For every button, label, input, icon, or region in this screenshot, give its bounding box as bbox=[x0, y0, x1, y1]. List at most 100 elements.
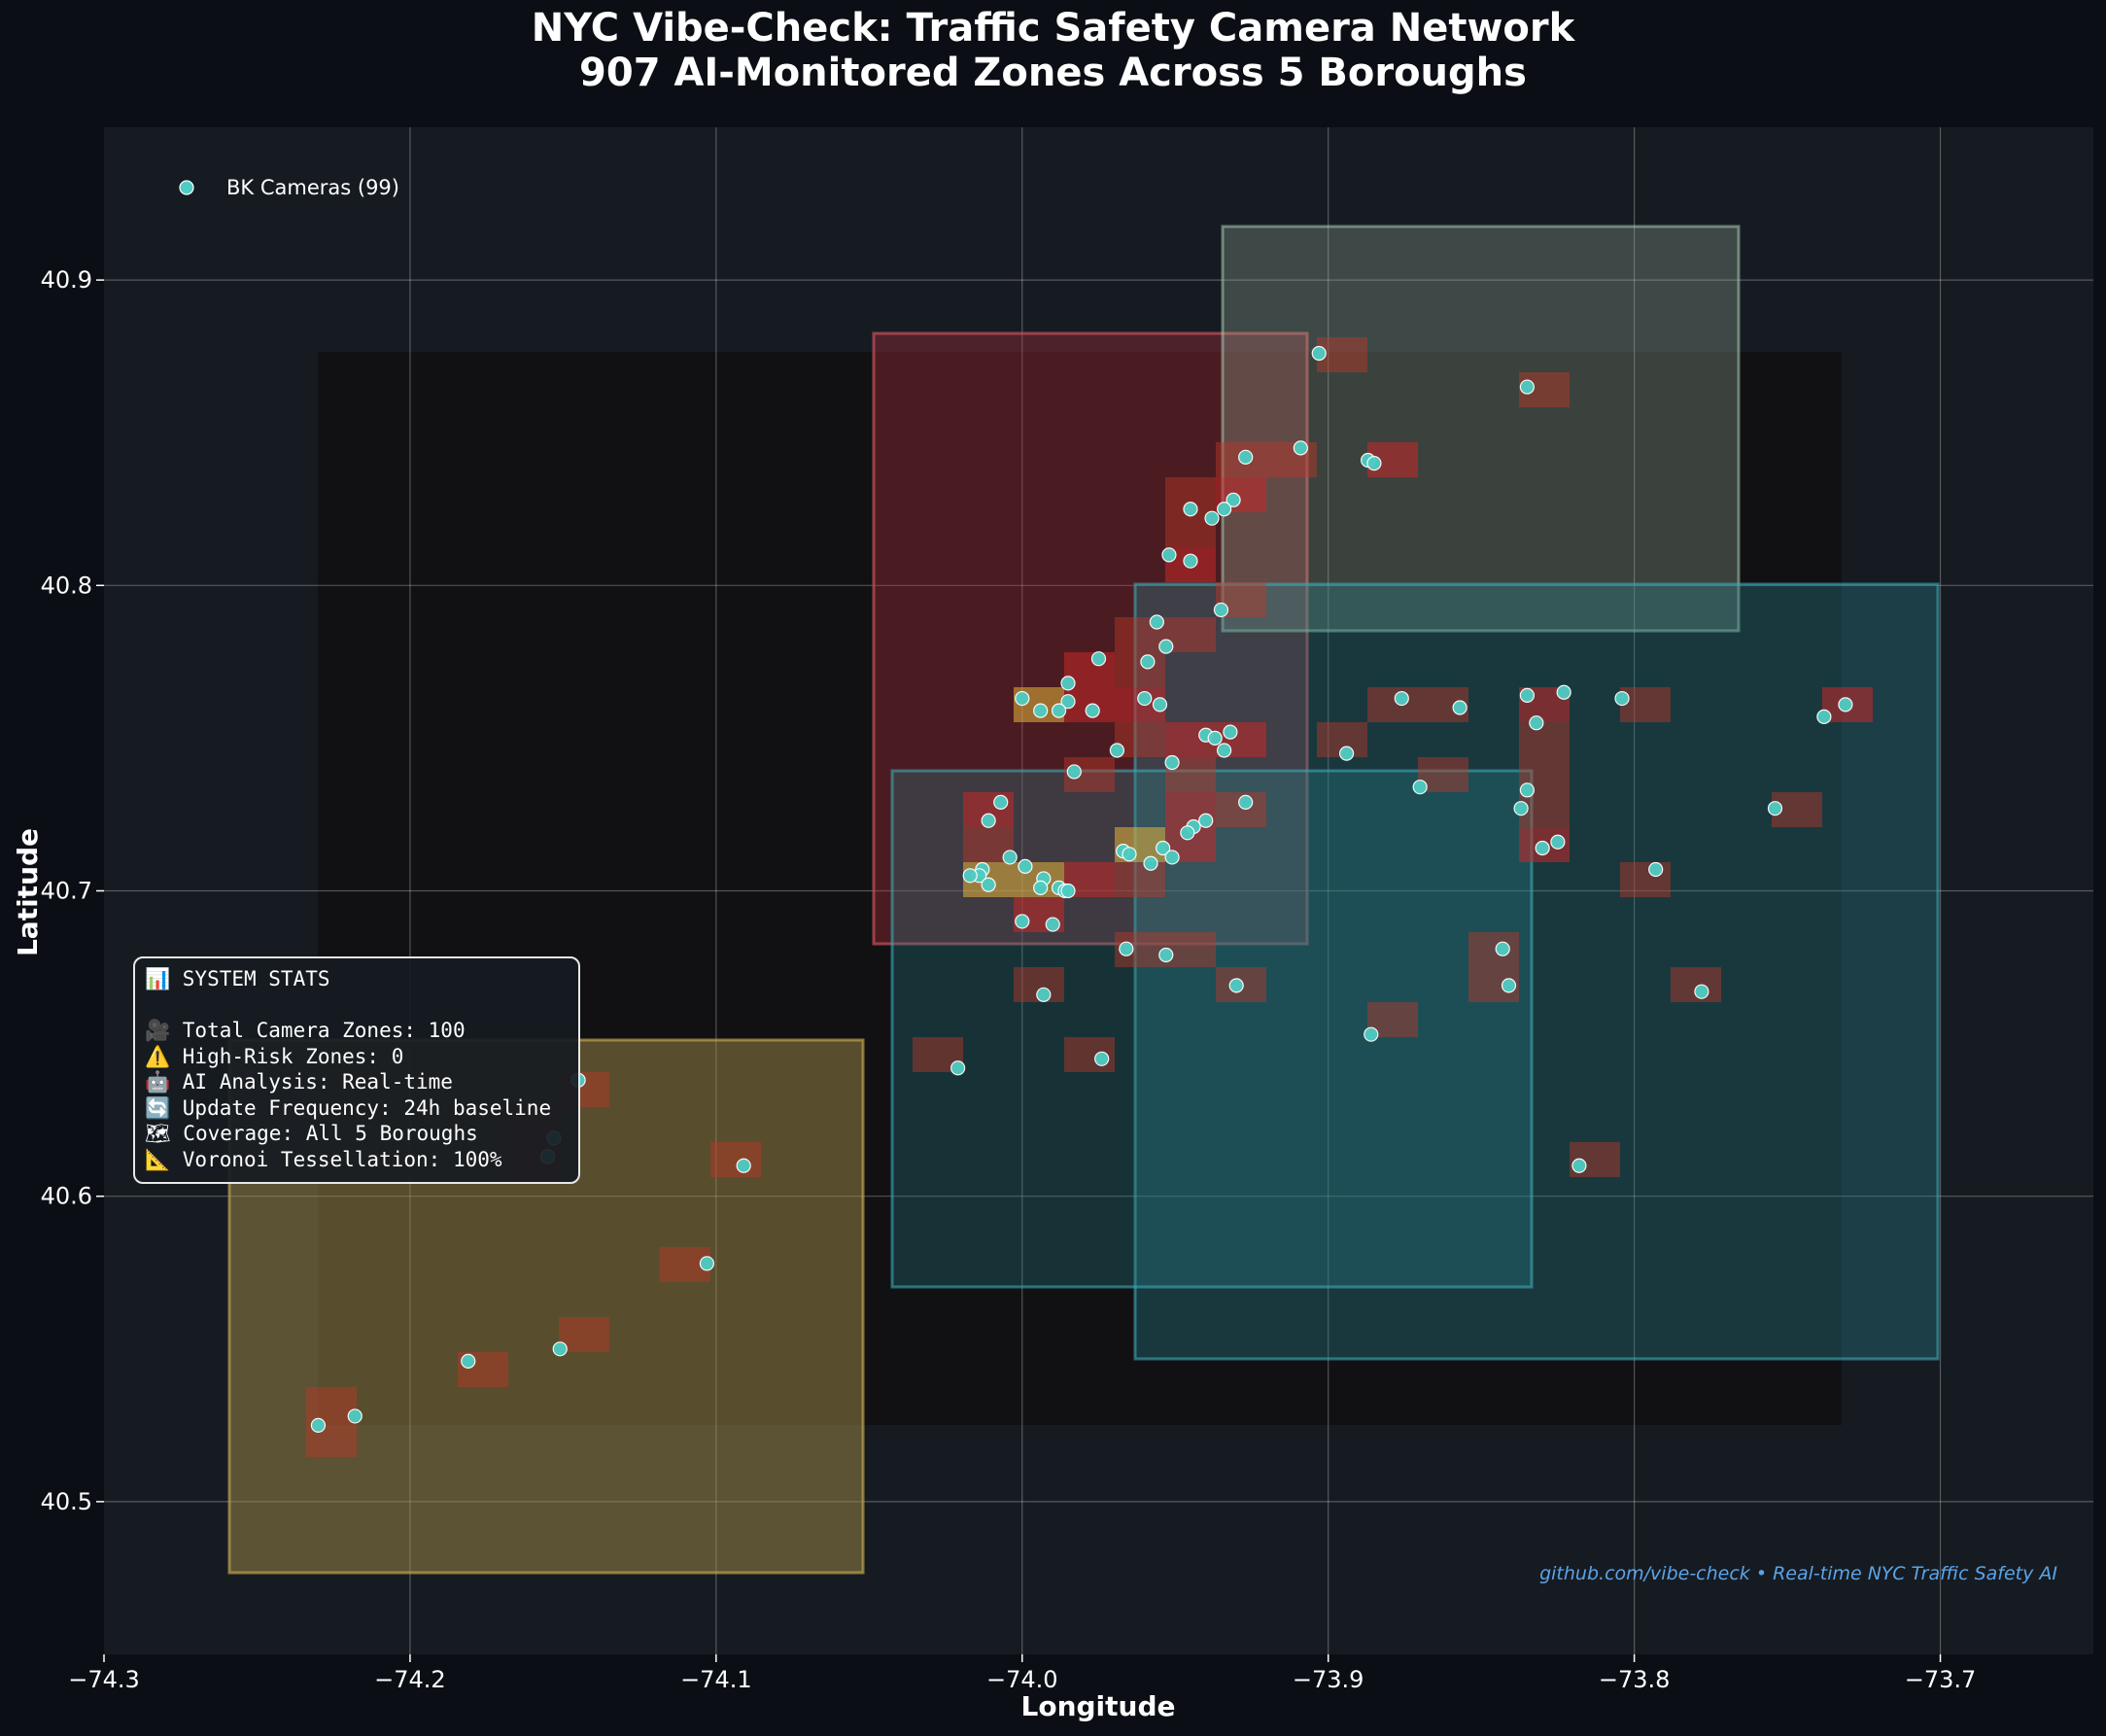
x-tick-label: −73.9 bbox=[1293, 1666, 1364, 1693]
hotspot-cell bbox=[1620, 687, 1671, 722]
camera-point bbox=[1158, 639, 1174, 654]
legend: BK Cameras (99) bbox=[179, 176, 399, 199]
hotspot-cell bbox=[1165, 617, 1216, 652]
stats-line: ⚠️ High-Risk Zones: 0 bbox=[145, 1044, 404, 1068]
y-tick-label: 40.8 bbox=[41, 572, 92, 599]
stats-line: 🤖 AI Analysis: Real-time bbox=[145, 1070, 453, 1094]
camera-point bbox=[1614, 690, 1630, 707]
camera-point bbox=[1149, 614, 1164, 630]
camera-point bbox=[1015, 914, 1030, 929]
camera-point bbox=[1519, 687, 1535, 704]
camera-point bbox=[1535, 840, 1550, 856]
camera-point bbox=[950, 1060, 966, 1076]
camera-point bbox=[1002, 850, 1018, 865]
camera-point bbox=[1158, 947, 1174, 963]
camera-point bbox=[736, 1158, 751, 1173]
y-tick-label: 40.9 bbox=[41, 266, 92, 294]
x-tick-label: −74.2 bbox=[374, 1666, 446, 1693]
region-bronx-north bbox=[1221, 225, 1741, 633]
title-line-1: NYC Vibe-Check: Traffic Safety Camera Ne… bbox=[531, 6, 1575, 51]
camera-point bbox=[1183, 502, 1198, 517]
camera-point bbox=[1501, 978, 1517, 993]
camera-point bbox=[962, 868, 978, 884]
camera-point bbox=[1094, 1051, 1110, 1066]
camera-point bbox=[981, 813, 996, 828]
borough-regions bbox=[227, 225, 1940, 1575]
camera-point bbox=[1293, 440, 1308, 456]
stats-line: 📐 Voronoi Tessellation: 100% bbox=[145, 1147, 502, 1171]
camera-point bbox=[310, 1417, 327, 1433]
camera-point bbox=[1412, 780, 1428, 795]
camera-point bbox=[1164, 754, 1180, 771]
camera-point bbox=[1394, 690, 1409, 707]
hotspot-cell bbox=[1115, 652, 1165, 687]
camera-point bbox=[1550, 834, 1566, 850]
hotspot-cell bbox=[559, 1317, 609, 1352]
camera-point bbox=[1060, 676, 1076, 691]
legend-marker bbox=[179, 180, 194, 195]
region-bronx-manhattan bbox=[872, 331, 1309, 946]
camera-point bbox=[1213, 602, 1229, 618]
camera-points bbox=[310, 345, 1853, 1433]
hotspot-cell bbox=[1468, 932, 1519, 967]
camera-point bbox=[699, 1256, 714, 1271]
hotspot-cell bbox=[1115, 862, 1165, 897]
camera-point bbox=[1156, 840, 1171, 856]
x-tick-label: −74.0 bbox=[986, 1666, 1058, 1693]
camera-point bbox=[1556, 684, 1571, 700]
axes: −74.3 −74.2 −74.1 −74.0 −73.9 −73.8 −73.7 40.5 4… bbox=[41, 266, 1977, 1693]
hotspot-cell bbox=[1519, 722, 1570, 757]
camera-point bbox=[1198, 813, 1214, 828]
camera-point bbox=[1495, 941, 1510, 956]
y-tick-label: 40.6 bbox=[41, 1183, 92, 1210]
camera-point bbox=[1066, 764, 1082, 780]
legend-label: BK Cameras (99) bbox=[226, 176, 399, 199]
camera-point bbox=[1183, 553, 1198, 569]
y-tick-label: 40.7 bbox=[41, 878, 92, 905]
y-tick-label: 40.5 bbox=[41, 1488, 92, 1515]
camera-point bbox=[1364, 1026, 1379, 1042]
chart-title: NYC Vibe-Check: Traffic Safety Camera Ne… bbox=[0, 6, 2106, 95]
camera-point bbox=[1161, 547, 1177, 563]
camera-point bbox=[1238, 449, 1254, 465]
camera-point bbox=[1119, 941, 1134, 956]
camera-point bbox=[1060, 883, 1076, 899]
camera-point bbox=[1217, 743, 1232, 758]
x-tick-label: −73.8 bbox=[1599, 1666, 1671, 1693]
camera-point bbox=[1223, 724, 1238, 740]
camera-point bbox=[1228, 978, 1244, 993]
stats-line: 🎥 Total Camera Zones: 100 bbox=[145, 1019, 466, 1042]
camera-point bbox=[1060, 694, 1076, 710]
camera-point bbox=[552, 1341, 568, 1357]
x-tick-label: −74.3 bbox=[68, 1666, 140, 1693]
camera-point bbox=[1018, 858, 1033, 874]
camera-point bbox=[1513, 801, 1529, 816]
camera-point bbox=[1767, 801, 1783, 816]
stats-line: 🗺 Coverage: All 5 Boroughs bbox=[145, 1122, 478, 1145]
camera-point bbox=[1152, 697, 1168, 712]
camera-point bbox=[1090, 651, 1107, 667]
y-axis-label: Latitude bbox=[12, 828, 44, 956]
hotspot-cell bbox=[1671, 967, 1721, 1002]
camera-point bbox=[1051, 703, 1067, 718]
camera-point bbox=[1033, 880, 1049, 895]
camera-point bbox=[1452, 700, 1467, 715]
camera-point bbox=[1109, 743, 1124, 758]
camera-point bbox=[1164, 850, 1180, 865]
hotspot-cell bbox=[710, 1142, 761, 1177]
camera-point bbox=[1226, 492, 1241, 507]
system-stats-box: 📊 SYSTEM STATS 🎥 Total Camera Zones: 100 ⚠… bbox=[133, 956, 580, 1184]
camera-point bbox=[1816, 709, 1832, 725]
x-axis-label: Longitude bbox=[1020, 1690, 1175, 1722]
x-tick-label: −74.1 bbox=[680, 1666, 752, 1693]
camera-point bbox=[1207, 730, 1223, 746]
camera-point bbox=[1143, 855, 1158, 871]
camera-point bbox=[1217, 502, 1232, 517]
camera-point bbox=[993, 794, 1009, 810]
camera-point bbox=[1571, 1158, 1587, 1173]
hotspot-cell bbox=[1266, 442, 1317, 477]
camera-point bbox=[1529, 715, 1544, 731]
camera-point bbox=[1238, 794, 1254, 810]
stats-line bbox=[145, 992, 569, 1019]
